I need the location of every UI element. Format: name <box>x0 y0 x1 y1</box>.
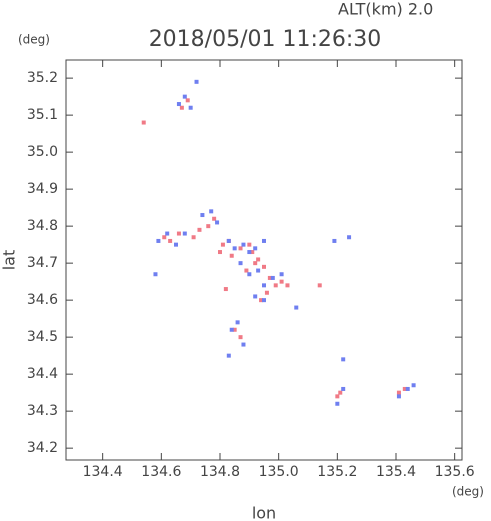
point <box>238 261 243 266</box>
point <box>259 298 264 303</box>
point <box>279 272 284 277</box>
point <box>273 283 278 288</box>
point <box>250 250 255 255</box>
point <box>262 238 266 243</box>
y-tick-label: 34.7 <box>27 255 58 271</box>
point <box>405 386 410 391</box>
point <box>241 242 246 247</box>
point <box>176 231 181 236</box>
point <box>244 268 249 273</box>
y-tick-label: 34.2 <box>27 440 58 456</box>
point <box>253 294 258 299</box>
x-tick-label: 135.0 <box>259 464 299 480</box>
point <box>194 79 199 84</box>
point <box>229 253 234 258</box>
chart-title: 2018/05/01 11:26:30 <box>149 27 382 52</box>
point <box>232 327 237 332</box>
x-tick-label: 135.2 <box>317 464 357 480</box>
point <box>341 386 346 391</box>
point <box>317 283 322 288</box>
point <box>162 235 167 240</box>
point <box>223 287 228 292</box>
point <box>247 250 252 255</box>
point <box>226 353 231 358</box>
point <box>264 290 269 295</box>
point <box>238 246 243 251</box>
point <box>256 257 261 262</box>
point <box>238 335 243 340</box>
point <box>188 105 193 110</box>
point <box>262 264 266 269</box>
point <box>332 238 337 243</box>
point <box>185 98 190 103</box>
point <box>270 275 275 280</box>
y-tick-label: 34.9 <box>27 181 58 197</box>
point <box>232 246 237 251</box>
y-tick-label: 35.1 <box>27 107 58 123</box>
y-tick-label: 34.8 <box>27 218 58 234</box>
point <box>235 320 240 325</box>
y-tick-label: 35.0 <box>27 144 58 160</box>
point <box>262 283 266 288</box>
point <box>247 272 252 277</box>
y-unit: (deg) <box>18 33 50 47</box>
y-tick-label: 34.3 <box>27 403 58 419</box>
y-tick-label: 34.6 <box>27 292 58 308</box>
point <box>182 231 187 236</box>
x-tick-label: 135.6 <box>435 464 475 480</box>
point <box>174 242 178 247</box>
plot-frame <box>65 59 463 461</box>
y-tick-label: 35.2 <box>27 70 58 86</box>
point <box>279 279 284 284</box>
point <box>402 386 407 391</box>
point <box>206 224 211 229</box>
point <box>165 231 170 236</box>
point <box>247 242 252 247</box>
point <box>218 250 222 255</box>
point <box>191 235 196 240</box>
point <box>267 275 272 280</box>
y-tick-label: 34.5 <box>27 329 58 345</box>
y-tick-label: 34.4 <box>27 366 58 382</box>
point <box>338 390 343 395</box>
x-unit: (deg) <box>452 485 484 499</box>
point <box>294 305 299 310</box>
point <box>226 238 231 243</box>
point <box>253 246 258 251</box>
point <box>197 227 202 232</box>
point <box>241 342 246 347</box>
point <box>176 102 181 107</box>
point <box>220 242 225 247</box>
point <box>285 283 290 288</box>
point <box>141 120 146 125</box>
point <box>335 401 340 406</box>
point <box>153 272 158 277</box>
x-tick-label: 134.6 <box>141 464 181 480</box>
point <box>335 394 340 399</box>
point <box>200 213 205 218</box>
point <box>347 235 352 240</box>
point <box>212 216 217 221</box>
point <box>215 220 220 225</box>
point <box>396 390 401 395</box>
point <box>396 394 401 399</box>
point <box>262 298 266 303</box>
x-tick-label: 134.8 <box>200 464 240 480</box>
point <box>256 268 261 273</box>
y-axis-label: lat <box>0 250 19 271</box>
point <box>182 94 187 99</box>
chart-subtitle: ALT(km) 2.0 <box>338 0 433 19</box>
point <box>168 238 173 243</box>
point <box>156 238 161 243</box>
point <box>179 105 184 110</box>
x-tick-label: 134.4 <box>83 464 123 480</box>
point <box>209 209 214 214</box>
point <box>341 357 346 362</box>
point <box>253 261 258 266</box>
x-axis-label: lon <box>252 504 276 521</box>
point <box>229 327 234 332</box>
x-tick-label: 135.4 <box>376 464 416 480</box>
point <box>411 383 416 388</box>
